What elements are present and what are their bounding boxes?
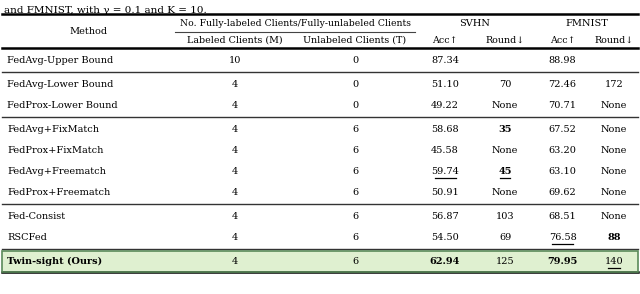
Text: 6: 6 <box>352 257 358 266</box>
Text: 88: 88 <box>607 233 621 242</box>
Text: Method: Method <box>69 26 108 36</box>
Text: FMNIST: FMNIST <box>565 19 608 28</box>
Text: FedAvg-Upper Bound: FedAvg-Upper Bound <box>7 56 113 65</box>
Text: Unlabeled Clients (T): Unlabeled Clients (T) <box>303 36 406 44</box>
Text: 6: 6 <box>352 167 358 176</box>
Text: 54.50: 54.50 <box>431 233 459 242</box>
Text: 103: 103 <box>496 212 515 221</box>
Text: 6: 6 <box>352 188 358 197</box>
Text: FedAvg-Lower Bound: FedAvg-Lower Bound <box>7 80 113 89</box>
Text: None: None <box>601 125 627 134</box>
Text: Acc↑: Acc↑ <box>550 36 575 44</box>
Bar <box>2 251 638 272</box>
Text: 4: 4 <box>232 167 238 176</box>
Text: 4: 4 <box>232 212 238 221</box>
Text: SVHN: SVHN <box>460 19 490 28</box>
Text: 6: 6 <box>352 146 358 155</box>
Text: 4: 4 <box>232 125 238 134</box>
Text: 125: 125 <box>496 257 515 266</box>
Text: 0: 0 <box>352 80 358 89</box>
Text: 72.46: 72.46 <box>548 80 577 89</box>
Text: and FMNIST, with γ = 0.1 and K = 10.: and FMNIST, with γ = 0.1 and K = 10. <box>4 6 207 15</box>
Text: FedProx+Freematch: FedProx+Freematch <box>7 188 110 197</box>
Text: None: None <box>492 146 518 155</box>
Text: 70: 70 <box>499 80 511 89</box>
Text: 0: 0 <box>352 56 358 65</box>
Text: 50.91: 50.91 <box>431 188 459 197</box>
Text: 51.10: 51.10 <box>431 80 459 89</box>
Text: 0: 0 <box>352 101 358 110</box>
Text: 69.62: 69.62 <box>548 188 577 197</box>
Text: 62.94: 62.94 <box>430 257 460 266</box>
Text: 58.68: 58.68 <box>431 125 459 134</box>
Text: 56.87: 56.87 <box>431 212 459 221</box>
Text: FedProx-Lower Bound: FedProx-Lower Bound <box>7 101 118 110</box>
Text: 4: 4 <box>232 233 238 242</box>
Text: None: None <box>601 101 627 110</box>
Text: 49.22: 49.22 <box>431 101 459 110</box>
Text: None: None <box>601 212 627 221</box>
Text: 4: 4 <box>232 146 238 155</box>
Text: FedAvg+FixMatch: FedAvg+FixMatch <box>7 125 99 134</box>
Text: 68.51: 68.51 <box>548 212 577 221</box>
Text: Round↓: Round↓ <box>595 36 634 44</box>
Text: FedProx+FixMatch: FedProx+FixMatch <box>7 146 104 155</box>
Bar <box>2 251 638 272</box>
Text: FedAvg+Freematch: FedAvg+Freematch <box>7 167 106 176</box>
Text: Round↓: Round↓ <box>485 36 525 44</box>
Text: Labeled Clients (M): Labeled Clients (M) <box>187 36 283 44</box>
Text: 88.98: 88.98 <box>548 56 576 65</box>
Text: 35: 35 <box>499 125 512 134</box>
Text: 45.58: 45.58 <box>431 146 459 155</box>
Text: Fed-Consist: Fed-Consist <box>7 212 65 221</box>
Text: Acc↑: Acc↑ <box>432 36 458 44</box>
Text: None: None <box>601 146 627 155</box>
Text: 59.74: 59.74 <box>431 167 459 176</box>
Text: 140: 140 <box>605 257 623 266</box>
Text: 69: 69 <box>499 233 511 242</box>
Text: None: None <box>601 188 627 197</box>
Text: Twin-sight (Ours): Twin-sight (Ours) <box>7 257 102 266</box>
Text: 70.71: 70.71 <box>548 101 577 110</box>
Text: 6: 6 <box>352 233 358 242</box>
Text: 4: 4 <box>232 188 238 197</box>
Text: None: None <box>492 188 518 197</box>
Text: None: None <box>492 101 518 110</box>
Text: RSCFed: RSCFed <box>7 233 47 242</box>
Text: 6: 6 <box>352 212 358 221</box>
Text: 6: 6 <box>352 125 358 134</box>
Text: None: None <box>601 167 627 176</box>
Text: No. Fully-labeled Clients/Fully-unlabeled Clients: No. Fully-labeled Clients/Fully-unlabele… <box>179 19 410 28</box>
Text: 76.58: 76.58 <box>548 233 577 242</box>
Text: 45: 45 <box>499 167 512 176</box>
Text: 4: 4 <box>232 101 238 110</box>
Text: 4: 4 <box>232 80 238 89</box>
Text: 172: 172 <box>605 80 623 89</box>
Text: 87.34: 87.34 <box>431 56 459 65</box>
Text: 10: 10 <box>229 56 241 65</box>
Text: 67.52: 67.52 <box>548 125 577 134</box>
Text: 63.20: 63.20 <box>548 146 577 155</box>
Text: 4: 4 <box>232 257 238 266</box>
Text: 63.10: 63.10 <box>548 167 577 176</box>
Text: 79.95: 79.95 <box>547 257 578 266</box>
